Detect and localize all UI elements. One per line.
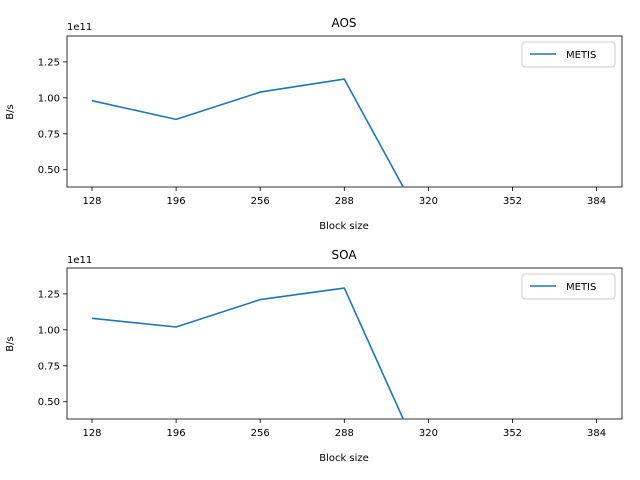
legend-box xyxy=(521,273,616,300)
y-offset-text: 1e11 xyxy=(67,22,92,33)
y-offset-text: 1e11 xyxy=(67,255,92,266)
series-line-metis xyxy=(91,78,404,188)
x-axis-label: Block size xyxy=(319,221,369,232)
legend: METIS xyxy=(521,273,616,300)
plot-area xyxy=(91,78,404,188)
y-tick-label: 1.25 xyxy=(38,57,60,68)
x-tick-label: 128 xyxy=(82,196,101,207)
legend-box xyxy=(521,41,616,68)
x-tick-label: 256 xyxy=(251,428,270,439)
y-tick-label: 0.75 xyxy=(38,361,60,372)
y-tick-label: 0.50 xyxy=(38,397,60,408)
x-tick-label: 320 xyxy=(419,428,438,439)
plot-area xyxy=(91,287,404,420)
x-tick-label: 196 xyxy=(167,196,186,207)
x-tick-label: 196 xyxy=(167,428,186,439)
x-tick-label: 256 xyxy=(251,196,270,207)
y-tick-label: 0.50 xyxy=(38,165,60,176)
legend-label: METIS xyxy=(566,282,596,293)
x-tick-label: 128 xyxy=(82,428,101,439)
chart-title: AOS xyxy=(331,16,356,30)
y-tick-label: 1.25 xyxy=(38,289,60,300)
x-tick-label: 288 xyxy=(335,196,354,207)
x-tick-label: 384 xyxy=(587,428,606,439)
x-axis-label: Block size xyxy=(319,453,369,464)
x-tick-label: 288 xyxy=(335,428,354,439)
chart-panel-aos: AOS 1e11 B/s Block size METIS xyxy=(5,16,623,232)
y-axis-label: B/s xyxy=(5,104,16,119)
y-axis-label: B/s xyxy=(5,336,16,351)
x-tick-label: 352 xyxy=(503,196,522,207)
x-tick-label: 352 xyxy=(503,428,522,439)
x-tick-label: 384 xyxy=(587,196,606,207)
series-line-metis xyxy=(91,287,404,420)
y-tick-label: 0.75 xyxy=(38,129,60,140)
y-tick-label: 1.00 xyxy=(38,93,60,104)
legend-label: METIS xyxy=(566,50,596,61)
x-tick-label: 320 xyxy=(419,196,438,207)
legend: METIS xyxy=(521,41,616,68)
chart-title: SOA xyxy=(331,248,357,262)
y-tick-label: 1.00 xyxy=(38,325,60,336)
